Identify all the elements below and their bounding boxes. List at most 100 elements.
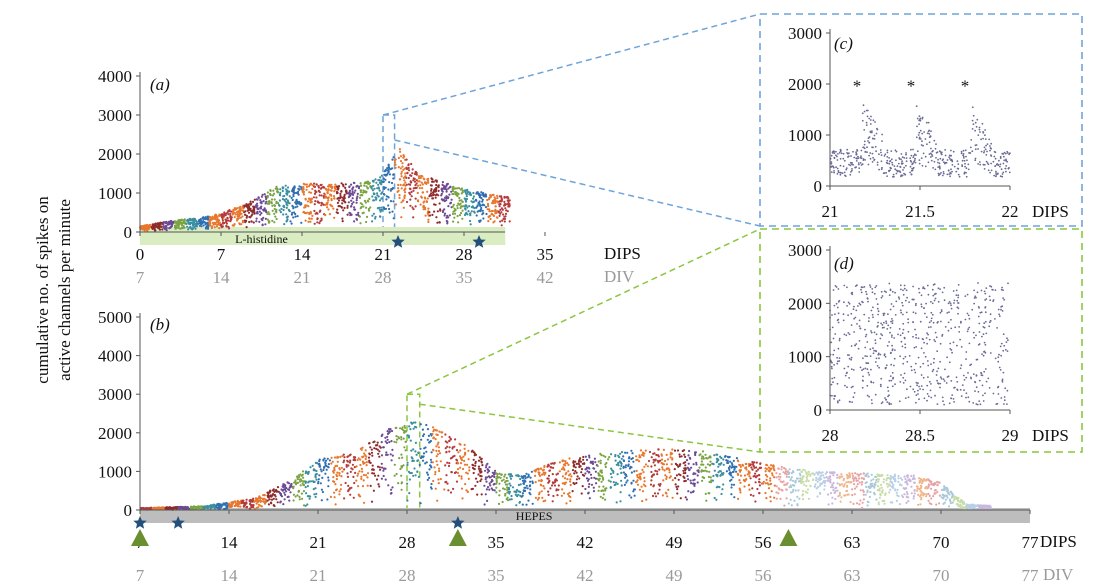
data-point [685,459,689,462]
data-point [946,496,949,499]
data-point [953,496,956,499]
data-point [877,480,880,483]
data-point [930,487,933,490]
data-point [451,192,454,196]
data-point [221,504,224,507]
data-point [766,475,769,478]
data-point [749,493,753,496]
data-point [431,461,434,464]
data-point [849,161,852,164]
data-point [847,493,850,496]
data-point [399,155,403,158]
data-point [536,498,540,501]
data-point [405,176,408,179]
data-point [292,195,295,198]
data-point [693,478,696,481]
data-point [502,213,505,216]
data-point [498,489,501,492]
data-point [979,504,982,507]
data-point [539,467,542,470]
data-point [531,502,534,505]
data-point [230,505,233,508]
data-point [610,467,613,470]
data-point [359,207,362,210]
data-point [453,216,456,219]
data-point [233,216,236,219]
data-point [216,216,219,219]
data-point [785,497,788,500]
data-point [695,463,698,466]
data-point [375,478,379,481]
data-point [755,461,758,464]
data-point [869,157,872,160]
data-point [371,454,374,457]
data-point [178,219,181,223]
data-point [986,162,989,164]
data-point [196,222,200,225]
data-point [439,477,442,481]
data-point [832,489,835,492]
data-point [380,206,383,209]
data-point [308,217,311,220]
data-point [426,190,429,193]
data-point [983,151,985,154]
data-point [894,479,897,483]
data-point [866,489,869,492]
data-point [865,485,868,488]
data-point [355,185,358,188]
data-point [405,166,408,169]
data-point [839,164,842,167]
data-point [942,172,945,175]
data-point [802,475,805,478]
data-point [218,507,221,510]
data-point [271,209,274,212]
data-point [936,484,939,487]
data-point [692,490,695,493]
data-point [252,221,255,224]
data-point [248,220,251,224]
data-point [664,491,667,494]
secondary-tick-label: 21 [310,566,327,585]
data-point [862,472,865,475]
data-point [673,449,677,452]
data-point [307,220,310,223]
data-point [939,167,941,170]
data-point [882,478,886,481]
data-point [274,495,277,498]
data-point [657,455,660,458]
y-tick-label: 4000 [98,347,132,366]
data-point [474,484,477,487]
data-point [508,482,511,485]
star-marker [171,516,185,529]
data-point [316,217,319,220]
data-point [526,476,529,479]
data-point [841,475,844,478]
data-point [873,486,876,489]
x-tick-label: 49 [666,533,683,552]
data-point [239,205,242,208]
data-point [494,201,497,204]
x-tick-label: 0 [136,245,145,264]
data-point [190,507,193,510]
data-point [170,220,173,223]
data-point [505,476,508,480]
data-point [687,454,690,457]
data-point [830,165,833,168]
data-point [601,497,604,500]
data-point [578,463,581,466]
data-point [285,206,288,209]
data-point [484,466,488,469]
data-point [584,487,587,491]
data-point [422,205,425,209]
data-point [620,451,624,454]
data-point [443,212,447,215]
data-point [722,483,725,486]
data-point [951,501,954,504]
data-point [584,455,588,458]
data-point [333,456,337,459]
data-point [936,151,939,154]
data-point [841,172,844,175]
data-point [266,191,269,194]
data-point [881,133,883,136]
